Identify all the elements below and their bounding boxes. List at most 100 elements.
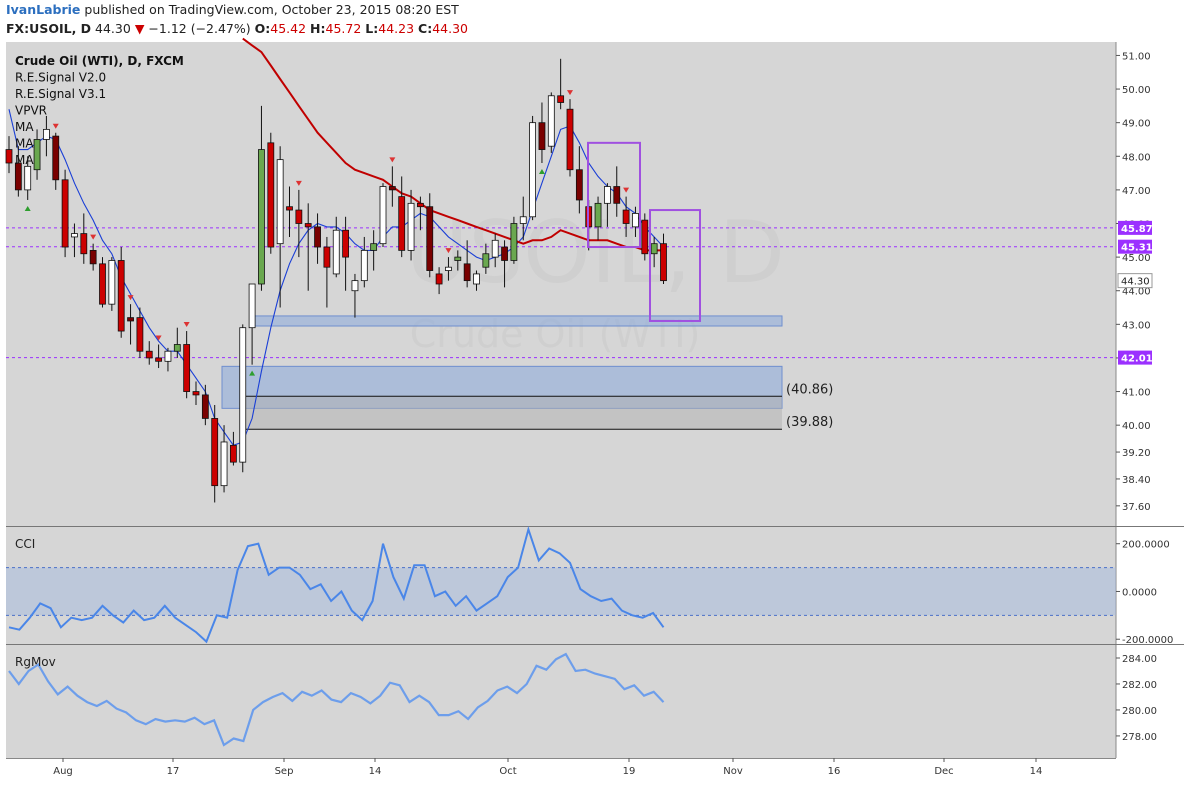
candle[interactable]	[43, 115, 50, 157]
candle[interactable]	[529, 115, 536, 221]
candle[interactable]	[510, 216, 518, 264]
candle[interactable]	[482, 243, 490, 274]
candle[interactable]	[267, 132, 275, 254]
candle[interactable]	[71, 223, 78, 258]
candle[interactable]	[332, 216, 340, 278]
candle[interactable]	[613, 166, 621, 217]
candle[interactable]	[445, 257, 452, 281]
candle[interactable]	[351, 273, 359, 318]
candle[interactable]	[416, 196, 424, 231]
candle[interactable]	[435, 267, 443, 295]
sell-signal-marker[interactable]	[90, 234, 97, 240]
candle[interactable]	[164, 347, 172, 372]
candle-body	[622, 209, 630, 224]
cci-line[interactable]	[8, 525, 665, 644]
candle[interactable]	[519, 196, 527, 241]
candle[interactable]	[388, 166, 396, 207]
candle[interactable]	[239, 324, 247, 473]
candle-body	[426, 206, 434, 271]
candle[interactable]	[632, 206, 639, 237]
candle[interactable]	[575, 146, 583, 214]
candle[interactable]	[14, 146, 22, 197]
candle[interactable]	[183, 331, 191, 399]
rgmov-line[interactable]	[8, 652, 665, 747]
candle[interactable]	[201, 384, 209, 426]
candle[interactable]	[604, 183, 611, 227]
candle[interactable]	[501, 240, 508, 288]
ma-slow-line[interactable]	[242, 37, 664, 252]
candle[interactable]	[342, 216, 350, 291]
candle[interactable]	[398, 176, 406, 258]
candle[interactable]	[304, 203, 312, 291]
buy-signal-marker[interactable]	[538, 169, 545, 174]
candle[interactable]	[99, 257, 106, 308]
sell-signal-marker[interactable]	[127, 295, 134, 301]
signal-box[interactable]	[587, 141, 641, 249]
candle-body	[613, 186, 621, 204]
sell-signal-marker[interactable]	[567, 90, 573, 96]
candle[interactable]	[136, 307, 144, 358]
candle[interactable]	[407, 189, 415, 261]
author-name[interactable]: IvanLabrie	[6, 2, 81, 17]
candle[interactable]	[594, 196, 602, 241]
candle[interactable]	[80, 213, 88, 264]
volume-profile-zone[interactable]	[252, 315, 783, 327]
candle[interactable]	[360, 236, 368, 288]
candle[interactable]	[473, 270, 480, 291]
candle[interactable]	[61, 169, 69, 258]
candle[interactable]	[276, 146, 284, 308]
candle[interactable]	[5, 136, 13, 174]
candle-body	[99, 263, 106, 305]
candle[interactable]	[258, 105, 265, 291]
candle[interactable]	[117, 247, 125, 338]
candle[interactable]	[52, 132, 60, 190]
candle[interactable]	[173, 327, 181, 358]
rgmov-panel-bg[interactable]	[6, 645, 1116, 758]
candle[interactable]	[295, 189, 303, 258]
candle[interactable]	[89, 243, 97, 271]
cci-panel-bg[interactable]	[6, 527, 1116, 644]
candle[interactable]	[248, 283, 256, 365]
candle[interactable]	[491, 233, 499, 268]
candle[interactable]	[108, 257, 116, 311]
sell-signal-marker[interactable]	[623, 187, 630, 193]
candle[interactable]	[622, 196, 630, 237]
sell-signal-marker[interactable]	[389, 157, 396, 163]
candle[interactable]	[538, 102, 546, 164]
sell-signal-marker[interactable]	[445, 248, 452, 254]
candle[interactable]	[211, 405, 219, 503]
buy-signal-marker[interactable]	[249, 370, 256, 376]
sell-signal-marker[interactable]	[52, 123, 59, 129]
price-panel-bg[interactable]	[6, 42, 1116, 526]
support-zone[interactable]	[243, 396, 782, 430]
candle[interactable]	[127, 304, 134, 345]
candle[interactable]	[557, 58, 565, 110]
candle[interactable]	[660, 233, 667, 284]
candle[interactable]	[566, 99, 574, 177]
candle[interactable]	[379, 183, 387, 248]
candle[interactable]	[370, 230, 378, 271]
candle[interactable]	[426, 193, 434, 278]
candle[interactable]	[24, 156, 32, 200]
candle[interactable]	[155, 344, 163, 369]
candle[interactable]	[314, 213, 321, 264]
candle[interactable]	[192, 381, 200, 405]
candle[interactable]	[547, 92, 555, 153]
candle[interactable]	[220, 425, 228, 493]
candle[interactable]	[323, 236, 331, 308]
candle[interactable]	[33, 129, 41, 180]
candle[interactable]	[145, 341, 153, 365]
candle[interactable]	[454, 250, 462, 271]
candle[interactable]	[641, 213, 649, 261]
sell-signal-marker[interactable]	[155, 335, 162, 341]
candle[interactable]	[650, 236, 658, 268]
buy-signal-marker[interactable]	[24, 205, 31, 211]
signal-box[interactable]	[649, 209, 701, 322]
candle[interactable]	[463, 240, 471, 288]
sell-signal-marker[interactable]	[183, 322, 190, 328]
candle[interactable]	[286, 186, 293, 237]
sell-signal-marker[interactable]	[295, 180, 302, 186]
candle[interactable]	[229, 431, 237, 466]
candle-body	[660, 243, 667, 282]
